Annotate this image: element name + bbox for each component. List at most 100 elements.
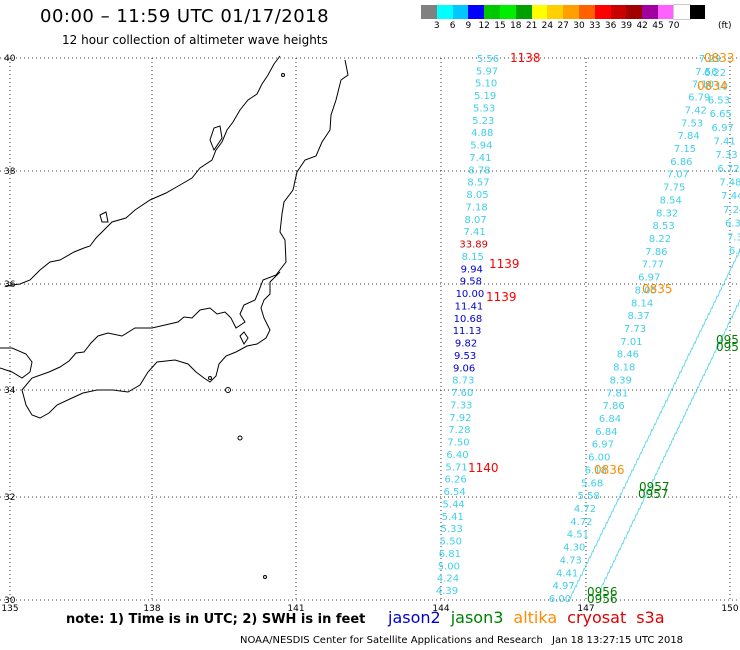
wave-height-label: 6.72	[717, 164, 739, 175]
wave-height-label: 7.15	[674, 144, 696, 155]
wave-height-label: 7.81	[606, 388, 628, 399]
swath-mark-east-2: /	[622, 537, 626, 547]
wave-height-label: 8.14	[631, 298, 653, 309]
swath-mark-east: /	[576, 579, 580, 589]
wave-height-label: 5.10	[475, 79, 497, 90]
awaji-island	[99, 211, 109, 223]
swath-mark-east-2: /	[642, 496, 646, 506]
wave-height-label: 7.60	[451, 388, 473, 399]
page-subtitle: 12 hour collection of altimeter wave hei…	[62, 33, 328, 47]
swath-mark-east-2: /	[617, 548, 621, 558]
pass-time-label: 0833	[704, 51, 735, 65]
swath-mark-east-2: /	[620, 542, 624, 552]
wave-height-label: 7.29	[699, 54, 721, 65]
longitude-label: 141	[287, 604, 304, 614]
swath-mark-east: /	[618, 492, 622, 502]
pass-time-label: 0834	[697, 79, 728, 93]
sea-of-japan-coast	[134, 55, 281, 211]
izu-island-1	[225, 387, 231, 393]
longitude-label: 150	[721, 604, 738, 614]
wave-height-label: 4.39	[436, 586, 458, 597]
swath-mark-east: /	[734, 255, 738, 265]
swath-mark-east-2: /	[603, 577, 607, 587]
wave-height-label: 5.56	[477, 54, 499, 65]
swath-mark-east-2: /	[664, 450, 668, 460]
wave-height-label: 7.10	[692, 80, 714, 91]
wave-height-label: 6.10	[706, 82, 728, 93]
izu-island-4	[281, 73, 285, 77]
satellite-legend: jason2 jason3 altika cryosat s3a	[388, 608, 675, 627]
wave-height-label: 7.73	[624, 324, 646, 335]
swath-mark-east: /	[683, 359, 687, 369]
swath-mark-east: /	[587, 556, 591, 566]
wave-height-label: 6.54	[443, 487, 465, 498]
wave-height-label: 8.05	[466, 190, 488, 201]
pass-time-label: 0956	[587, 592, 618, 606]
swath-mark-east-2: /	[614, 554, 618, 564]
wave-height-label: 7.37	[727, 232, 740, 243]
swath-mark-east: /	[570, 591, 574, 601]
swath-mark-east-2: /	[692, 392, 696, 402]
swath-mark-east: /	[715, 295, 719, 305]
pass-time-label: 0956	[587, 585, 618, 599]
swath-mark-east: /	[732, 260, 736, 270]
wave-height-label: 7.92	[449, 413, 471, 424]
color-scale-unit: (ft)	[718, 21, 732, 31]
swath-mark-east-2: /	[650, 479, 654, 489]
wave-height-label: 4.30	[563, 543, 585, 554]
wave-height-label: 6.00	[588, 453, 610, 464]
swath-mark-east-2: /	[606, 571, 610, 581]
latitude-label: 40	[4, 54, 16, 64]
swath-mark-east-2: /	[645, 490, 649, 500]
wave-height-label: 11.41	[455, 301, 484, 312]
wave-height-label: 5.58	[577, 491, 599, 502]
color-swatch	[515, 5, 532, 19]
swath-mark-east: /	[666, 394, 670, 404]
swath-mark-east-2: /	[737, 299, 740, 309]
wave-height-label: 6.97	[712, 123, 734, 134]
color-scale-bar	[421, 4, 706, 20]
legend-entry-altika: altika	[513, 608, 558, 627]
color-scale-tick: 39	[620, 21, 633, 31]
wave-height-label: 8.54	[660, 195, 682, 206]
wave-height-label: 8.18	[613, 363, 635, 374]
swath-mark-east: /	[610, 510, 614, 520]
latitude-label: 30	[4, 596, 16, 606]
wave-height-label: 4.88	[471, 128, 493, 139]
color-swatch	[642, 5, 658, 19]
swath-mark-east-2: /	[709, 357, 713, 367]
swath-mark-east: /	[689, 347, 693, 357]
wave-height-label: 8.46	[617, 350, 639, 361]
color-scale-tick: 45	[652, 21, 664, 31]
swath-mark-east: /	[638, 452, 642, 462]
noto-peninsula	[4, 209, 136, 287]
color-swatch	[594, 5, 611, 19]
wave-height-label: 7.33	[715, 150, 737, 161]
wave-height-label: 5.50	[440, 537, 462, 548]
color-scale-tick: 36	[604, 21, 617, 31]
wave-height-label: 8.73	[452, 376, 474, 387]
swath-mark-east: /	[717, 289, 721, 299]
wave-height-label: 6.86	[670, 157, 692, 168]
swath-mark-east: /	[607, 516, 611, 526]
swath-mark-east: /	[712, 301, 716, 311]
wave-height-label: 5.00	[438, 561, 460, 572]
lat-lon-grid	[0, 57, 740, 601]
wave-height-label: 7.75	[663, 183, 685, 194]
latitude-label: 38	[4, 167, 16, 177]
wave-height-label: 5.68	[581, 478, 603, 489]
pass-time-label: 0835	[642, 282, 673, 296]
color-swatch	[610, 5, 627, 19]
swath-mark-east: /	[681, 365, 685, 375]
wave-height-label: 7.01	[620, 337, 642, 348]
swath-mark-east-2: /	[723, 328, 727, 338]
swath-mark-east-2: /	[684, 409, 688, 419]
wave-height-label: 8.37	[627, 311, 649, 322]
wave-height-label: 7.42	[685, 105, 707, 116]
pass-time-label: 1140	[468, 461, 499, 475]
wave-height-label: 9.06	[453, 363, 475, 374]
color-scale-tick: 70	[668, 21, 680, 31]
latitude-label: 34	[4, 386, 16, 396]
swath-mark-east: /	[669, 388, 673, 398]
swath-mark-east-2: /	[706, 363, 710, 373]
